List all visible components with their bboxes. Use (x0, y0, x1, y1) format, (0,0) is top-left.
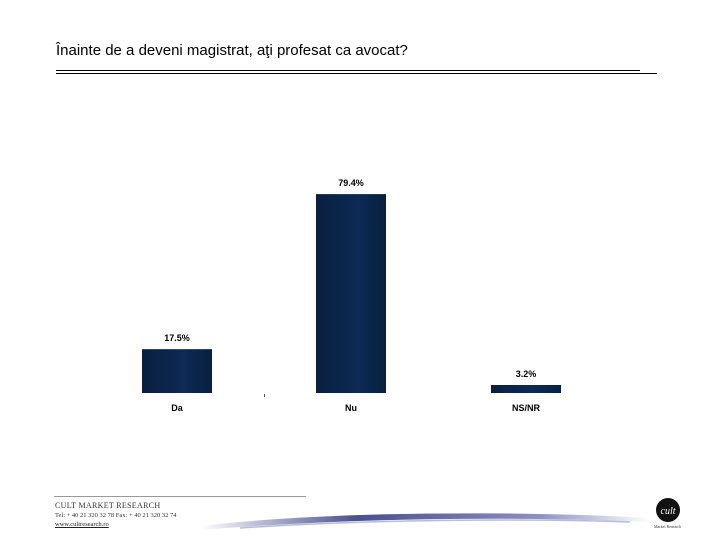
footer-phone: Tel: + 40 21 320 32 78 Fax: + 40 21 320 … (55, 512, 177, 519)
bar-ns-nr (491, 384, 561, 393)
title-rule-secondary (56, 73, 657, 74)
value-label-nu: 79.4% (338, 178, 364, 188)
bar-nu (316, 194, 386, 393)
bar-da (142, 349, 212, 393)
logo-caption: Market Research (654, 524, 682, 529)
title-rule (56, 70, 640, 71)
category-label-da: Da (171, 403, 183, 413)
footer-rule (54, 496, 306, 497)
logo-mark-text: cult (661, 506, 676, 517)
category-label-ns-nr: NS/NR (512, 403, 541, 413)
footer-website-link[interactable]: www.cultresearch.ro (55, 521, 109, 528)
category-label-nu: Nu (345, 403, 357, 413)
value-label-da: 17.5% (164, 333, 190, 343)
footer-company: CULT MARKET RESEARCH (55, 501, 161, 510)
footer-swoosh (200, 513, 650, 530)
axis-tick-mark (264, 394, 265, 397)
chart-title: Înainte de a deveni magistrat, aţi profe… (56, 42, 408, 59)
company-logo: cult (656, 498, 680, 522)
value-label-ns-nr: 3.2% (516, 369, 537, 379)
